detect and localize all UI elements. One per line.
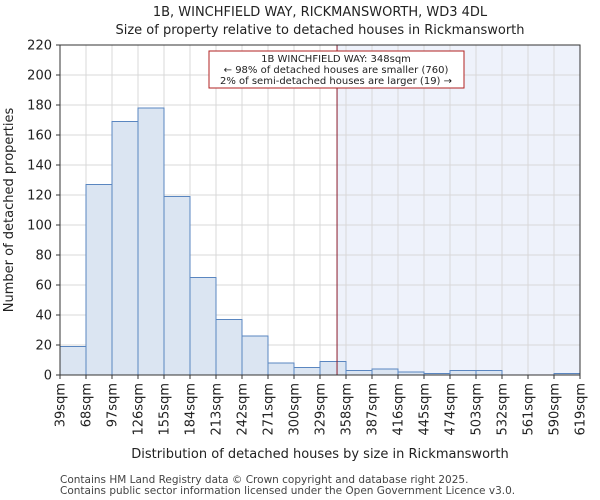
footer-line-2: Contains public sector information licen…	[60, 485, 515, 497]
bar-300sqm	[293, 367, 321, 376]
larger-region-highlight	[337, 45, 580, 375]
bar-68sqm	[85, 184, 113, 376]
y-tick-label: 120	[27, 189, 52, 204]
bar-358sqm	[345, 370, 373, 376]
y-tick-label: 140	[27, 159, 52, 174]
bar-271sqm	[267, 362, 295, 376]
x-tick-label: 155sqm	[158, 383, 173, 436]
bar-474sqm	[449, 370, 477, 376]
x-axis-ticks: 39sqm 68sqm 97sqm 126sqm 155sqm 184sqm 213sqm 2…	[54, 375, 589, 436]
bar-155sqm	[163, 196, 191, 376]
y-tick-label: 180	[27, 99, 52, 114]
y-tick-label: 80	[35, 249, 52, 264]
annotation-box	[208, 50, 465, 89]
chart-title: 1B, WINCHFIELD WAY, RICKMANSWORTH, WD3 4…	[115, 5, 524, 38]
chart-title-line-2: Size of property relative to detached ho…	[115, 23, 524, 38]
bar-126sqm	[137, 107, 165, 376]
annotation-line-2: ← 98% of detached houses are smaller (76…	[224, 65, 449, 76]
footer-line-1: Contains HM Land Registry data © Crown c…	[60, 474, 468, 486]
x-tick-label: 474sqm	[444, 383, 459, 436]
x-tick-label: 619sqm	[574, 383, 589, 436]
bar-39sqm	[59, 346, 87, 376]
x-tick-label: 590sqm	[548, 383, 563, 436]
x-tick-label: 97sqm	[106, 383, 121, 427]
x-tick-label: 503sqm	[470, 383, 485, 436]
y-tick-label: 100	[27, 219, 52, 234]
x-tick-label: 387sqm	[366, 383, 381, 436]
bar-184sqm	[189, 277, 217, 376]
x-tick-label: 561sqm	[522, 383, 537, 436]
x-tick-label: 445sqm	[418, 383, 433, 436]
x-tick-label: 242sqm	[236, 383, 251, 436]
y-axis-ticks: 0 20 40 60 80 100 120 140 160 180 200 220	[27, 39, 60, 384]
x-tick-label: 532sqm	[496, 383, 511, 436]
y-axis-label: Number of detached properties	[2, 108, 17, 313]
x-tick-label: 126sqm	[132, 383, 147, 436]
bar-242sqm	[241, 335, 269, 376]
x-axis-label: Distribution of detached houses by size …	[131, 447, 508, 462]
bars	[59, 107, 581, 376]
annotation-line-3: 2% of semi-detached houses are larger (1…	[220, 76, 452, 87]
y-tick-label: 160	[27, 129, 52, 144]
annotation-line-1: 1B WINCHFIELD WAY: 348sqm	[261, 54, 411, 65]
bar-97sqm	[111, 121, 139, 376]
y-tick-label: 40	[35, 309, 52, 324]
bar-329sqm	[319, 361, 347, 376]
bar-213sqm	[215, 319, 243, 376]
y-tick-label: 0	[44, 369, 52, 384]
x-tick-label: 68sqm	[80, 383, 95, 427]
x-tick-label: 184sqm	[184, 383, 199, 436]
x-tick-label: 416sqm	[392, 383, 407, 436]
x-tick-label: 213sqm	[210, 383, 225, 436]
bar-503sqm	[475, 370, 503, 376]
chart-title-line-1: 1B, WINCHFIELD WAY, RICKMANSWORTH, WD3 4…	[153, 5, 488, 20]
bar-387sqm	[371, 368, 399, 376]
annotation: 1B WINCHFIELD WAY: 348sqm ← 98% of detac…	[208, 50, 465, 89]
x-tick-label: 39sqm	[54, 383, 69, 427]
y-tick-label: 60	[35, 279, 52, 294]
y-tick-label: 20	[35, 339, 52, 354]
y-tick-label: 200	[27, 69, 52, 84]
x-tick-label: 271sqm	[262, 383, 277, 436]
x-tick-label: 300sqm	[288, 383, 303, 436]
x-tick-label: 329sqm	[314, 383, 329, 436]
x-tick-label: 358sqm	[340, 383, 355, 436]
y-tick-label: 220	[27, 39, 52, 54]
